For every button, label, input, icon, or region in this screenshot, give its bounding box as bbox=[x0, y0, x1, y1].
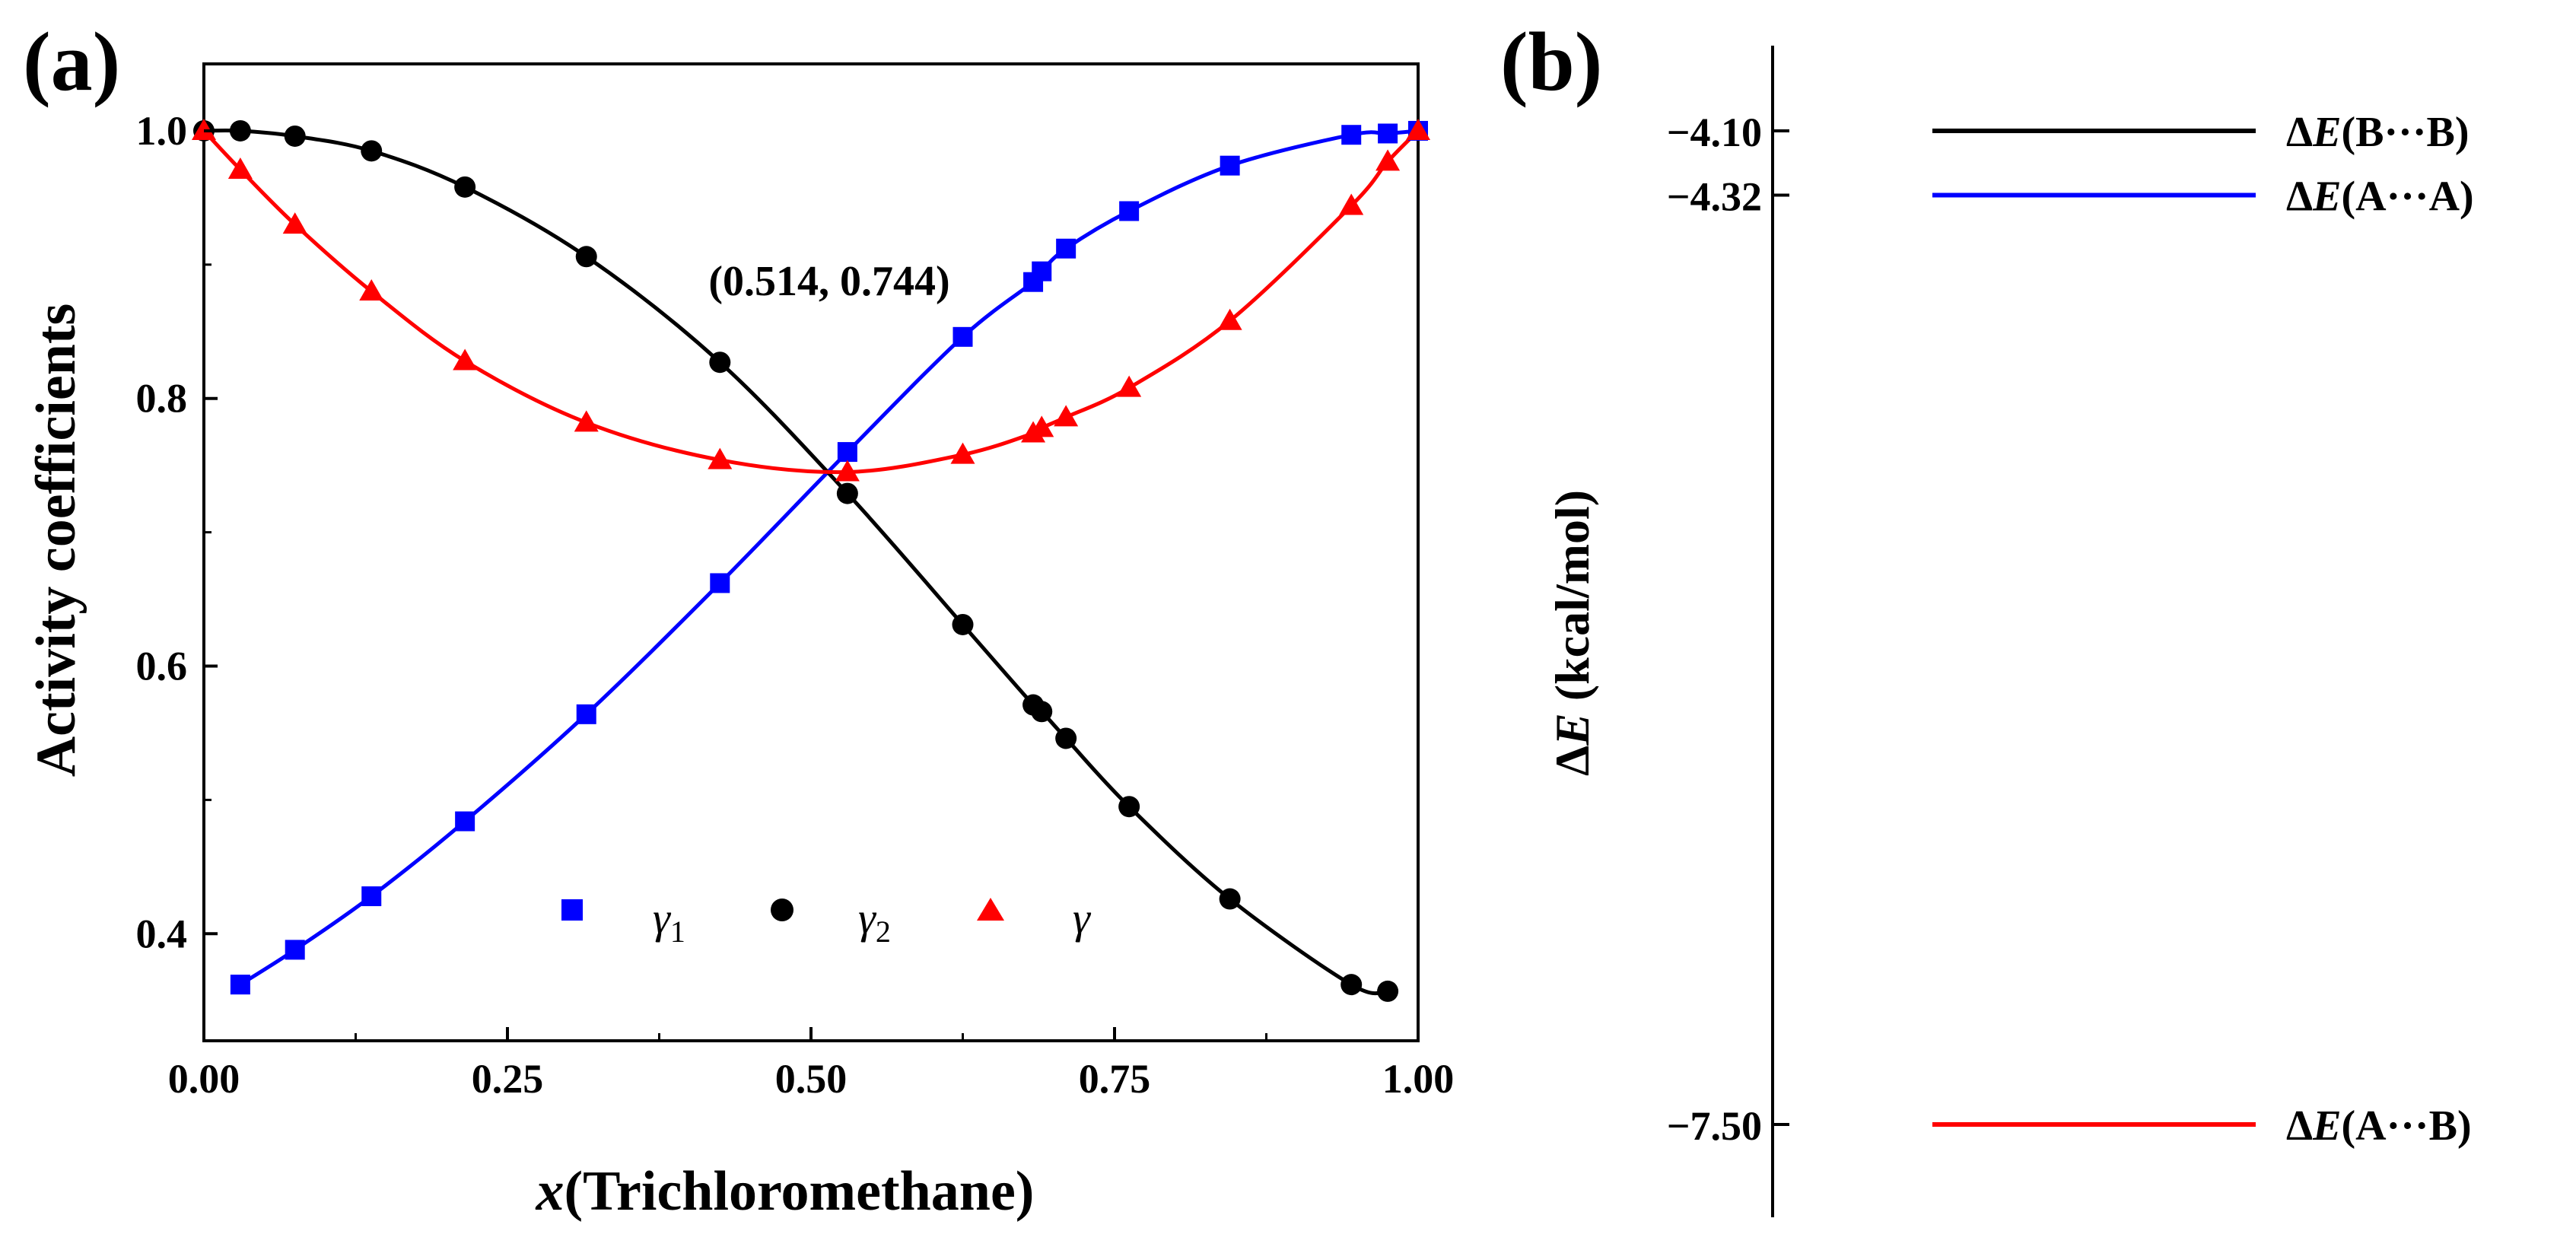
data-point-gamma1 bbox=[837, 442, 857, 463]
x-tick-label: 0.25 bbox=[472, 1056, 544, 1102]
data-point-gamma1 bbox=[576, 704, 596, 724]
x-tick-label: 0.00 bbox=[168, 1056, 240, 1102]
data-point-gamma2 bbox=[361, 140, 383, 162]
legend-marker-gamma2 bbox=[771, 899, 793, 921]
energy-level-label-var: E bbox=[2312, 1102, 2341, 1150]
legend-label-gamma2-sub: 2 bbox=[876, 914, 891, 949]
data-point-gamma2 bbox=[836, 482, 858, 504]
data-point-gamma bbox=[1054, 405, 1079, 427]
energy-level-label-pair: (A···A) bbox=[2341, 173, 2473, 221]
energy-level-label-gamma1: ΔE(A···A) bbox=[2286, 173, 2474, 221]
legend-label-gamma1-main: γ bbox=[653, 893, 672, 943]
b-tick-label: −7.50 bbox=[1667, 1103, 1762, 1149]
chart-a: 0.00 0.25 0.50 0.75 1.00 0.4 0.6 0.8 1.0 Activi… bbox=[25, 62, 1455, 1223]
chart-a-legend: γ1 γ2 γ bbox=[561, 893, 1092, 949]
data-point-gamma2 bbox=[709, 351, 731, 374]
data-point-gamma bbox=[1406, 118, 1430, 140]
data-point-gamma1 bbox=[230, 975, 250, 995]
panel-b-label: (b) bbox=[1500, 15, 1602, 108]
data-point-gamma1 bbox=[285, 940, 305, 960]
energy-level-label-var: E bbox=[2312, 109, 2341, 156]
b-tick-label: −4.32 bbox=[1667, 174, 1762, 220]
data-point-gamma2 bbox=[575, 246, 597, 268]
legend-label-gamma: γ bbox=[1073, 893, 1092, 943]
chart-a-x-axis: 0.00 0.25 0.50 0.75 1.00 bbox=[168, 1027, 1455, 1102]
data-point-gamma2 bbox=[1118, 796, 1140, 818]
energy-level-label-pair: (A···B) bbox=[2341, 1102, 2471, 1150]
chart-b-levels: −4.10 ΔE(B···B)−4.32 ΔE(A···A)−7.50 ΔE(A···… bbox=[1667, 109, 2474, 1150]
chart-b-y-axis-variable: E bbox=[1545, 713, 1599, 746]
data-point-gamma1 bbox=[1119, 201, 1140, 221]
x-axis-title-rest: (Trichloromethane) bbox=[564, 1160, 1035, 1223]
data-point-gamma2 bbox=[1377, 980, 1399, 1002]
legend-label-gamma1: γ1 bbox=[653, 893, 685, 949]
legend-marker-gamma bbox=[977, 898, 1004, 921]
data-point-gamma1 bbox=[1220, 155, 1240, 176]
chart-a-markers bbox=[192, 118, 1430, 1002]
data-point-gamma bbox=[574, 410, 599, 432]
data-point-gamma2 bbox=[454, 176, 476, 198]
y-tick-label: 0.6 bbox=[136, 644, 188, 689]
data-point-gamma1 bbox=[361, 886, 382, 907]
energy-level-label-gamma2: ΔE(B···B) bbox=[2286, 109, 2469, 156]
legend-marker-gamma1 bbox=[561, 899, 583, 921]
data-point-gamma bbox=[227, 157, 253, 179]
data-point-gamma2 bbox=[1031, 701, 1053, 723]
data-point-gamma bbox=[453, 348, 478, 371]
x-tick-label: 1.00 bbox=[1382, 1056, 1455, 1102]
energy-level-label-delta: Δ bbox=[2286, 109, 2313, 156]
chart-b-y-axis-title: ΔE (kcal/mol) bbox=[1545, 490, 1599, 776]
y-tick-label: 0.8 bbox=[136, 376, 188, 421]
legend-label-gamma1-sub: 1 bbox=[670, 914, 685, 949]
y-tick-label: 0.4 bbox=[136, 911, 188, 956]
panel-a-label: (a) bbox=[23, 15, 120, 108]
series-line-gamma bbox=[202, 129, 1420, 475]
chart-a-y-axis-title: Activity coefficients bbox=[25, 304, 87, 778]
energy-level-label-pair: (B···B) bbox=[2341, 109, 2469, 156]
chart-a-x-axis-title: x(Trichloromethane) bbox=[536, 1160, 1035, 1223]
x-tick-label: 0.50 bbox=[775, 1056, 848, 1102]
data-point-gamma1 bbox=[1056, 238, 1077, 259]
data-point-gamma bbox=[1375, 149, 1401, 171]
y-tick-label: 1.0 bbox=[136, 108, 188, 154]
data-point-gamma2 bbox=[284, 125, 306, 147]
chart-b-y-axis-delta: Δ bbox=[1545, 746, 1599, 776]
data-point-gamma2 bbox=[1340, 974, 1363, 996]
data-point-gamma1 bbox=[1378, 123, 1398, 144]
data-point-gamma1 bbox=[710, 573, 730, 593]
data-point-gamma bbox=[950, 442, 975, 464]
data-point-gamma1 bbox=[1341, 125, 1362, 145]
data-point-gamma bbox=[282, 212, 307, 234]
chart-b: −4.10 ΔE(B···B)−4.32 ΔE(A···A)−7.50 ΔE(A···… bbox=[1545, 46, 2474, 1217]
data-point-gamma bbox=[1029, 415, 1054, 437]
data-point-gamma2 bbox=[1055, 727, 1077, 749]
legend-label-gamma2-main: γ bbox=[858, 893, 877, 943]
energy-level-label-delta: Δ bbox=[2286, 1102, 2313, 1150]
data-point-gamma bbox=[708, 447, 733, 469]
data-point-gamma bbox=[835, 460, 860, 482]
energy-level-label-gamma: ΔE(A···B) bbox=[2286, 1102, 2472, 1150]
data-point-gamma bbox=[1339, 193, 1364, 215]
legend-label-gamma2: γ2 bbox=[858, 893, 891, 949]
energy-level-label-var: E bbox=[2312, 173, 2341, 221]
data-point-gamma2 bbox=[952, 613, 974, 635]
data-point-gamma2 bbox=[1219, 888, 1241, 910]
intersection-annotation: (0.514, 0.744) bbox=[708, 258, 949, 305]
data-point-gamma2 bbox=[229, 119, 251, 142]
b-tick-label: −4.10 bbox=[1667, 110, 1762, 155]
data-point-gamma bbox=[1117, 375, 1142, 397]
energy-level-label-delta: Δ bbox=[2286, 173, 2313, 221]
data-point-gamma1 bbox=[1032, 261, 1052, 281]
data-point-gamma bbox=[1217, 308, 1242, 330]
data-point-gamma bbox=[359, 279, 384, 301]
x-tick-label: 0.75 bbox=[1079, 1056, 1151, 1102]
chart-a-y-axis: 0.4 0.6 0.8 1.0 bbox=[136, 108, 218, 956]
data-point-gamma1 bbox=[455, 811, 475, 832]
chart-b-y-axis-unit: (kcal/mol) bbox=[1545, 490, 1599, 713]
x-axis-variable: x bbox=[536, 1160, 564, 1223]
data-point-gamma1 bbox=[952, 326, 973, 347]
